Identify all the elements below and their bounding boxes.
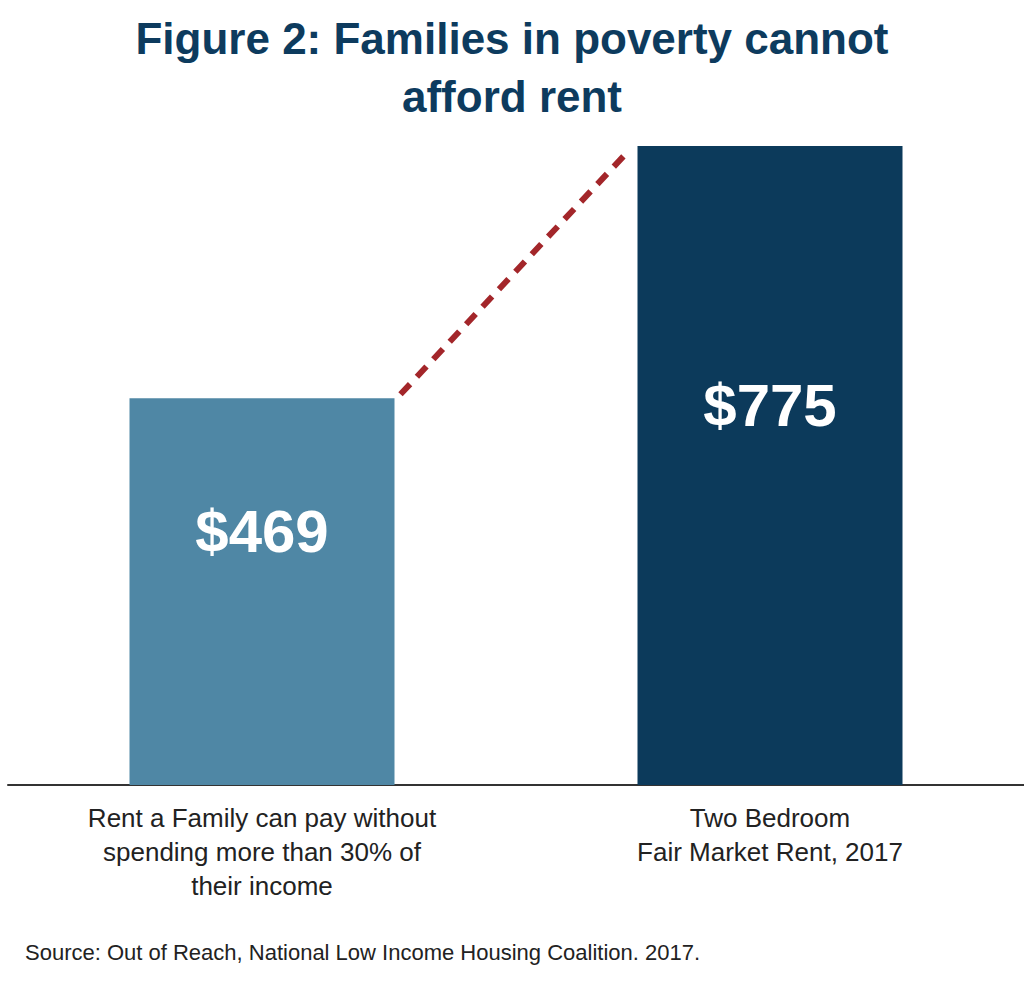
- svg-text:Fair Market Rent, 2017: Fair Market Rent, 2017: [637, 837, 903, 867]
- svg-text:afford rent: afford rent: [402, 72, 622, 121]
- svg-text:Figure 2: Families in poverty: Figure 2: Families in poverty cannot: [135, 14, 888, 63]
- svg-text:$469: $469: [195, 498, 328, 565]
- svg-text:Two Bedroom: Two Bedroom: [690, 803, 850, 833]
- svg-text:spending more than 30% of: spending more than 30% of: [103, 837, 422, 867]
- svg-text:their income: their income: [191, 871, 333, 901]
- svg-text:$775: $775: [703, 372, 836, 439]
- svg-text:Source: Out of Reach, National: Source: Out of Reach, National Low Incom…: [25, 940, 700, 965]
- svg-text:Rent a Family can pay without: Rent a Family can pay without: [88, 803, 437, 833]
